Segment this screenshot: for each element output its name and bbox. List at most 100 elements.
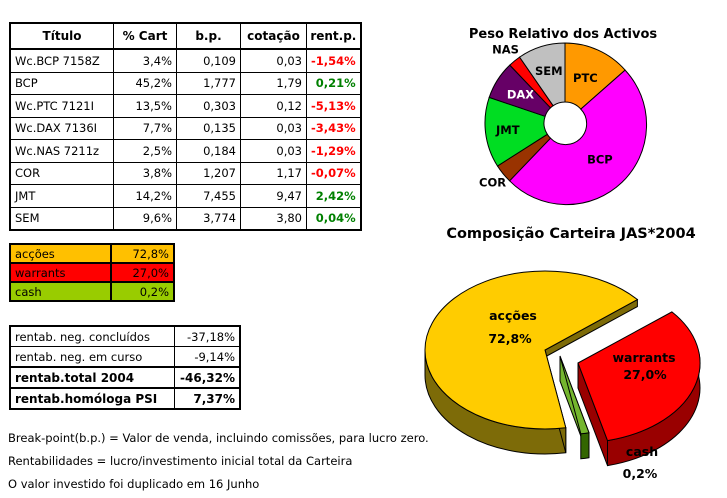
returns-label: rentab.total 2004 [9, 366, 175, 389]
value-cell: 0,03 [240, 48, 307, 73]
titulo-cell: SEM [9, 206, 114, 231]
donut-chart: PTC BCP COR JMT DAX NAS SEM [479, 42, 648, 206]
donut-label-PTC: PTC [573, 71, 598, 85]
donut-slice-PTC [564, 42, 626, 110]
returns-row: rentab.total 2004 -46,32% [9, 366, 241, 389]
value-cell: 45,2% [113, 71, 177, 95]
allocation-row: cash 0,2% [9, 281, 175, 302]
returns-value: -46,32% [174, 366, 241, 389]
donut-label-NAS: NAS [492, 43, 519, 57]
value-cell: 1,777 [176, 71, 241, 95]
returns-value: -9,14% [174, 346, 241, 368]
value-cell: 7,7% [113, 116, 177, 140]
returns-row: rentab.homóloga PSI 7,37% [9, 387, 241, 410]
allocation-value: 0,2% [110, 281, 175, 302]
table-row: SEM 9,6% 3,774 3,80 0,04% [9, 206, 362, 231]
donut-label-COR: COR [479, 175, 506, 189]
pie3d-chart: acções 72,8% warrants 27,0% cash 0,2% [424, 270, 701, 481]
value-cell: 3,80 [240, 206, 307, 231]
value-cell: 9,6% [113, 206, 177, 231]
portfolio-table-header: Título% Cart b.p. cotação rent.p. [9, 22, 362, 50]
value-cell: 0,303 [176, 94, 241, 118]
donut-slice-SEM [518, 42, 566, 107]
pie-label-acções: acções [489, 308, 537, 323]
titulo-cell: BCP [9, 71, 114, 95]
column-header: cotação [240, 22, 307, 50]
pie-slice-accoes [424, 270, 639, 430]
value-cell: 7,455 [176, 184, 241, 208]
value-cell: 3,8% [113, 161, 177, 185]
footnotes: Break-point(b.p.) = Valor de venda, incl… [8, 431, 429, 498]
allocation-value: 72,8% [110, 243, 175, 264]
value-cell: 0,184 [176, 139, 241, 163]
value-cell: 13,5% [113, 94, 177, 118]
value-cell: -3,43% [305, 116, 362, 140]
portfolio-table: Título% Cart b.p. cotação rent.p. Wc.BCP 71… [9, 22, 362, 231]
value-cell: 14,2% [113, 184, 177, 208]
table-row: COR 3,8% 1,207 1,17 -0,07% [9, 161, 362, 185]
value-cell: 2,42% [305, 184, 362, 208]
allocation-value: 27,0% [110, 262, 175, 283]
value-cell: 9,47 [240, 184, 307, 208]
pie-slice-wall-cash [580, 432, 590, 460]
pie-pct-warrants: 27,0% [623, 367, 667, 382]
returns-row: rentab. neg. em curso -9,14% [9, 346, 241, 368]
note-line: O valor investido foi duplicado em 16 Ju… [8, 477, 260, 491]
pie3d-chart-title: Composição Carteira JAS*2004 [446, 226, 696, 242]
returns-table: rentab. neg. concluídos -37,18% rentab. ne… [9, 325, 241, 410]
table-row: JMT 14,2% 7,455 9,47 2,42% [9, 184, 362, 208]
donut-chart-title: Peso Relativo dos Activos [468, 27, 658, 42]
allocation-label: acções [9, 243, 112, 264]
donut-label-JMT: JMT [495, 123, 520, 137]
returns-label: rentab. neg. em curso [9, 346, 175, 368]
value-cell: -0,07% [305, 161, 362, 185]
value-cell: 1,17 [240, 161, 307, 185]
column-header: b.p. [176, 22, 241, 50]
column-header: Título [9, 22, 114, 50]
titulo-cell: COR [9, 161, 114, 185]
donut-label-DAX: DAX [507, 88, 534, 102]
value-cell: 2,5% [113, 139, 177, 163]
titulo-cell: Wc.BCP 7158Z [9, 48, 114, 73]
donut-label-SEM: SEM [535, 64, 563, 78]
returns-value: 7,37% [174, 387, 241, 410]
value-cell: 1,79 [240, 71, 307, 95]
pie-slice-warrants [577, 311, 701, 442]
value-cell: 0,03 [240, 139, 307, 163]
returns-value: -37,18% [174, 325, 241, 347]
value-cell: 1,207 [176, 161, 241, 185]
titulo-cell: JMT [9, 184, 114, 208]
pie-pct-cash: 0,2% [623, 466, 658, 481]
returns-label: rentab.homóloga PSI [9, 387, 175, 410]
note-line: Rentabilidades = lucro/investimento inic… [8, 454, 353, 468]
table-row: Wc.DAX 7136I 7,7% 0,135 0,03 -3,43% [9, 116, 362, 140]
returns-row: rentab. neg. concluídos -37,18% [9, 325, 241, 347]
titulo-cell: Wc.NAS 7211z [9, 139, 114, 163]
value-cell: 0,04% [305, 206, 362, 231]
titulo-cell: Wc.DAX 7136I [9, 116, 114, 140]
value-cell: 0,21% [305, 71, 362, 95]
column-header: rent.p. [305, 22, 362, 50]
allocation-row: acções 72,8% [9, 243, 175, 264]
allocation-label: cash [9, 281, 112, 302]
value-cell: 3,4% [113, 48, 177, 73]
value-cell: 0,12 [240, 94, 307, 118]
donut-slice-BCP [508, 69, 648, 206]
value-cell: 0,135 [176, 116, 241, 140]
table-row: Wc.BCP 7158Z 3,4% 0,109 0,03 -1,54% [9, 48, 362, 73]
table-row: Wc.PTC 7121I 13,5% 0,303 0,12 -5,13% [9, 94, 362, 118]
value-cell: 0,109 [176, 48, 241, 73]
table-row: BCP 45,2% 1,777 1,79 0,21% [9, 71, 362, 95]
titulo-cell: Wc.PTC 7121I [9, 94, 114, 118]
note-line: Break-point(b.p.) = Valor de venda, incl… [8, 431, 429, 445]
value-cell: -1,29% [305, 139, 362, 163]
value-cell: -5,13% [305, 94, 362, 118]
allocation-row: warrants 27,0% [9, 262, 175, 283]
returns-label: rentab. neg. concluídos [9, 325, 175, 347]
allocation-table: acções 72,8% warrants 27,0% cash 0,2% [9, 243, 175, 302]
table-row: Wc.NAS 7211z 2,5% 0,184 0,03 -1,29% [9, 139, 362, 163]
allocation-label: warrants [9, 262, 112, 283]
value-cell: 3,774 [176, 206, 241, 231]
pie-label-cash: cash [626, 444, 658, 459]
